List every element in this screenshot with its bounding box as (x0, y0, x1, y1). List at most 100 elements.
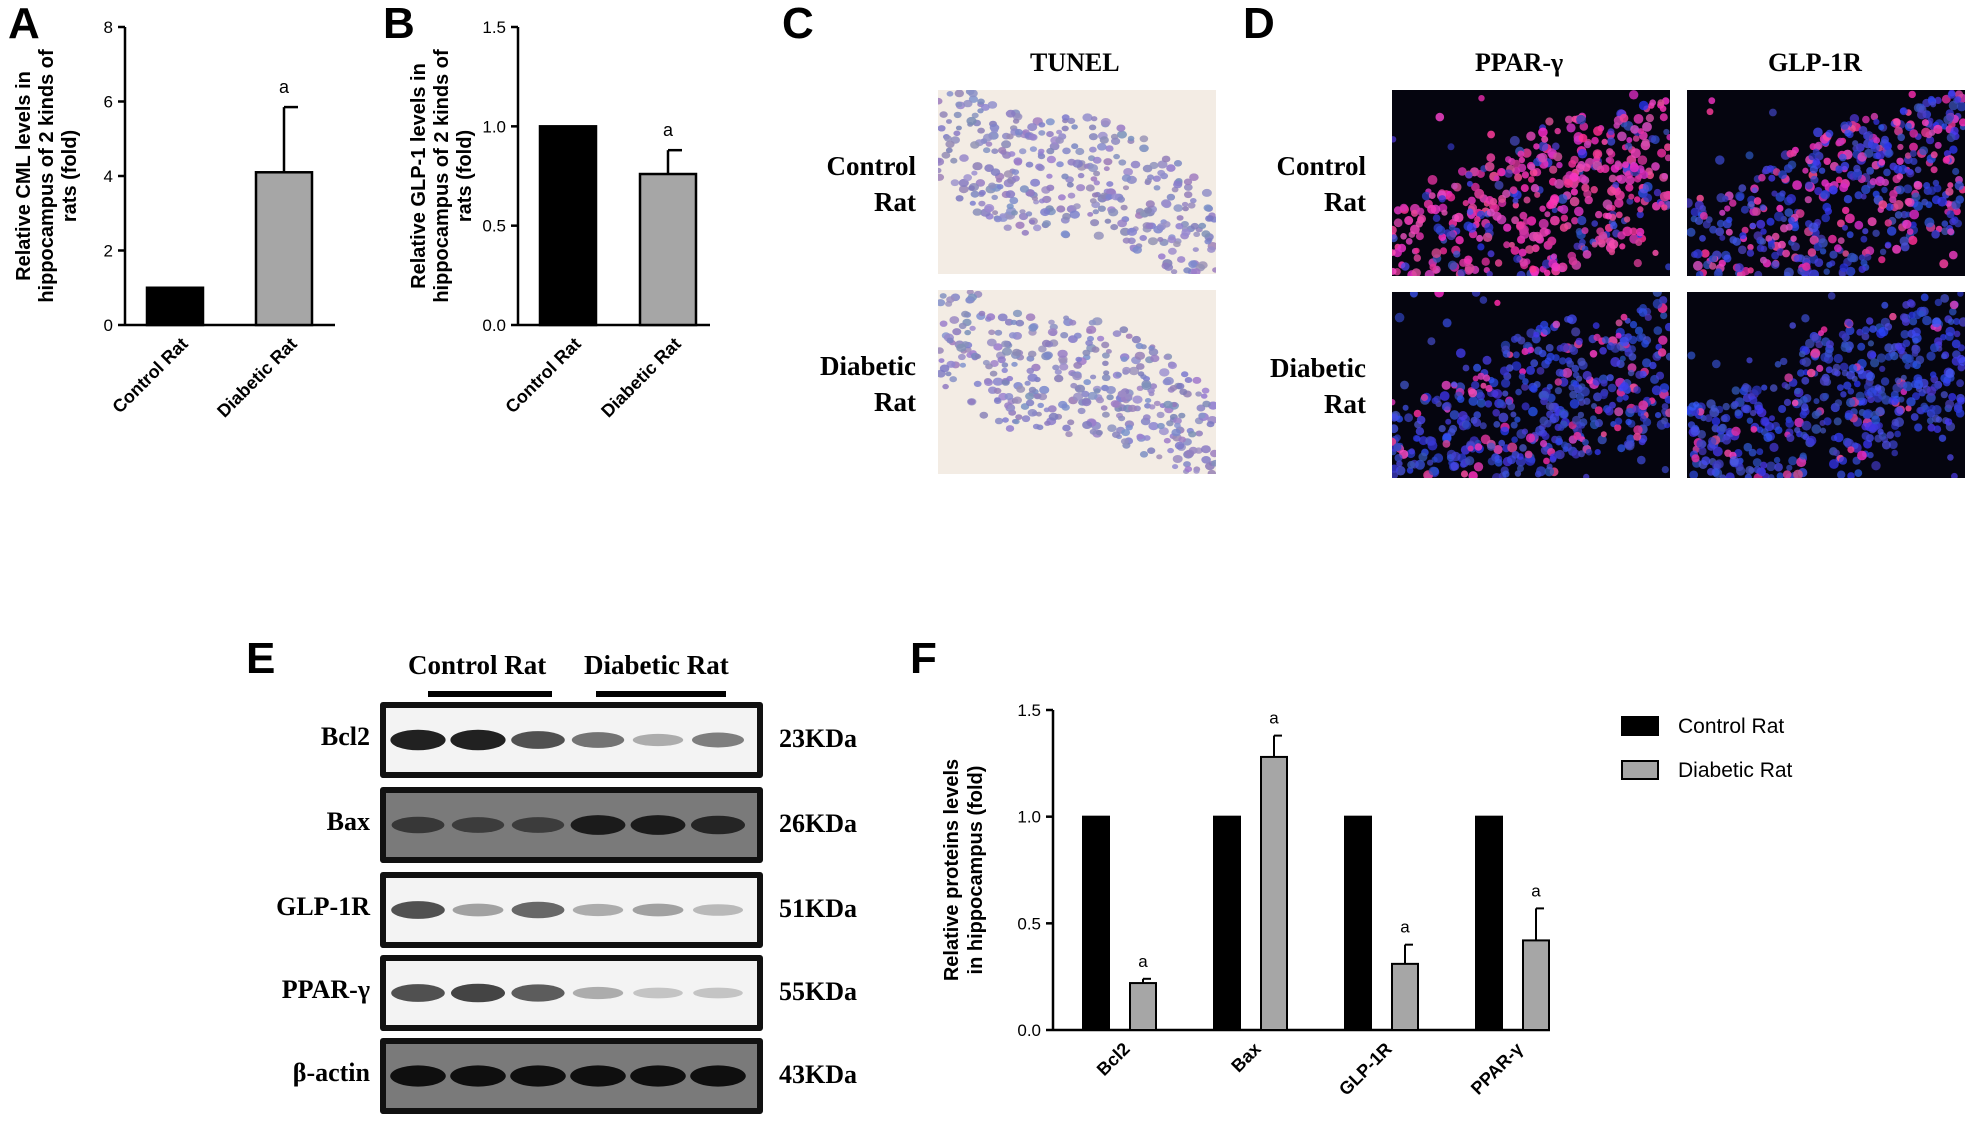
blot-band (693, 987, 743, 999)
x-tick-label-diabetic-rat: Diabetic Rat (213, 334, 301, 422)
blot-bands (391, 815, 745, 835)
x-tick-label-control-rat: Control Rat (108, 334, 191, 417)
panel-letter-d: D (1243, 0, 1275, 48)
y-tick-label: 0.5 (1017, 914, 1041, 933)
blot-group-bar-diabetic (596, 691, 726, 697)
y-axis-title: Relative CML levels inhippocampus of 2 k… (13, 49, 81, 303)
blot-bands (391, 901, 743, 919)
y-axis-title-line: rats (fold) (59, 130, 81, 222)
significance-label: a (279, 77, 290, 97)
blot-band (630, 815, 686, 835)
fluorescence-micrograph (1392, 292, 1670, 478)
tunel-row-label-diabetic-line1: Diabetic (820, 351, 916, 381)
panel-letter-f: F (910, 634, 937, 683)
y-tick-label: 0.0 (1017, 1021, 1041, 1040)
blot-band (391, 816, 445, 834)
if-row-label-diabetic-line2: Rat (1324, 389, 1366, 419)
y-tick-label: 4 (104, 167, 113, 186)
tunel-image-control (938, 90, 1216, 274)
y-tick-label: 1.0 (1017, 808, 1041, 827)
blot-bands (390, 729, 744, 751)
y-axis-title-line: hippocampus of 2 kinds of (431, 49, 453, 303)
if-row-label-control-line2: Rat (1324, 187, 1366, 217)
tunel-row-label-diabetic-line2: Rat (874, 387, 916, 417)
y-tick-label: 1.0 (482, 117, 506, 136)
y-tick-label: 1.5 (1017, 701, 1041, 720)
bar-diabetic-rat (638, 172, 698, 327)
bar-control-rat-bcl2 (1082, 815, 1110, 1031)
tunel-micrograph (938, 290, 1216, 474)
x-tick-label-ppar-gamma: PPAR-γ (1467, 1039, 1527, 1099)
if-column-title-glp1r: GLP-1R (1768, 48, 1862, 77)
y-tick-label: 8 (104, 18, 113, 37)
if-image-pparg-diabetic (1392, 292, 1670, 478)
panel-letter-b: B (383, 0, 415, 48)
panel-letter-a: A (8, 0, 40, 48)
legend: Control Rat Diabetic Rat (1621, 715, 1793, 782)
tunel-row-label-diabetic: Diabetic Rat (796, 348, 916, 420)
chart-f-proteins: 0.0 0.5 1.0 1.5 a Bcl2 a Bax a GLP-1R a PPAR-γ Relat… (941, 701, 1793, 1100)
blot-strip-glp-1r (380, 872, 763, 948)
tunel-row-label-control-line1: Control (826, 151, 916, 181)
fluorescence-micrograph (1687, 292, 1965, 478)
blot-band (511, 817, 565, 833)
blot-strip-bax (380, 787, 763, 863)
blot-band (451, 817, 505, 833)
blot-group-bar-control (428, 691, 552, 697)
tunel-row-label-control-line2: Rat (874, 187, 916, 217)
y-tick-label: 0.0 (482, 316, 506, 335)
blot-label-glp-1r: GLP-1R (276, 892, 370, 921)
significance-label: a (663, 120, 674, 140)
blot-band (632, 733, 684, 747)
blot-strip-ppar-gamma (380, 955, 763, 1031)
blot-band (391, 984, 445, 1002)
x-tick-label-glp-1r: GLP-1R (1335, 1039, 1396, 1100)
legend-label-control-rat: Control Rat (1678, 715, 1784, 738)
if-row-label-control-line1: Control (1276, 151, 1366, 181)
blot-band (452, 903, 504, 917)
x-tick-label-bax: Bax (1227, 1039, 1264, 1076)
blot-band (391, 901, 445, 919)
y-tick-label: 1.5 (482, 18, 506, 37)
blot-band (572, 986, 624, 1000)
if-column-title-pparg: PPAR-γ (1475, 48, 1564, 77)
blot-label--actin: β-actin (292, 1058, 370, 1087)
x-tick-label-diabetic-rat: Diabetic Rat (597, 334, 685, 422)
tunel-image-diabetic (938, 290, 1216, 474)
blot-label-bcl2: Bcl2 (320, 722, 370, 751)
blot-bands (391, 983, 743, 1003)
blot-size-bax: 26KDa (779, 809, 857, 838)
legend-label-diabetic-rat: Diabetic Rat (1678, 759, 1793, 782)
blot-band (571, 732, 625, 748)
y-tick-label: 0 (104, 316, 113, 335)
if-image-glp1r-control (1687, 90, 1965, 276)
blot-band (572, 903, 624, 917)
blot-size--actin: 43KDa (779, 1060, 857, 1089)
panel-letter-c: C (782, 0, 814, 48)
tunel-micrograph (938, 90, 1216, 274)
blot-group-label-control: Control Rat (408, 650, 547, 680)
bar-diabetic-rat-bcl2 (1129, 982, 1157, 1032)
significance-label: a (1269, 709, 1279, 728)
legend-swatch-diabetic-rat (1621, 760, 1659, 780)
bar-diabetic-rat-bax (1260, 755, 1288, 1032)
significance-label: a (1138, 952, 1148, 971)
blot-band (511, 984, 565, 1002)
x-tick-label-control-rat: Control Rat (501, 334, 584, 417)
bar-control-rat (145, 286, 205, 327)
blot-band (691, 815, 745, 835)
bar-control-rat-glp-1r (1344, 815, 1372, 1031)
blot-band (451, 983, 505, 1003)
y-axis-title-line: in hippocampus (fold) (965, 766, 987, 975)
tunel-column-title: TUNEL (1030, 48, 1120, 77)
y-tick-label: 2 (104, 242, 113, 261)
y-axis-title: Relative proteins levels in hippocampus (… (941, 759, 987, 981)
blot-band (632, 903, 684, 917)
if-row-label-diabetic: Diabetic Rat (1246, 350, 1366, 422)
bar-diabetic-rat-glp-1r (1391, 962, 1419, 1031)
blot-size-glp-1r: 51KDa (779, 894, 857, 923)
y-axis-title-line: rats (fold) (454, 130, 476, 222)
y-axis-title-line: Relative CML levels in (13, 71, 35, 281)
blot-size-ppar-gamma: 55KDa (779, 977, 857, 1006)
blot-label-ppar-gamma: PPAR-γ (281, 975, 370, 1004)
